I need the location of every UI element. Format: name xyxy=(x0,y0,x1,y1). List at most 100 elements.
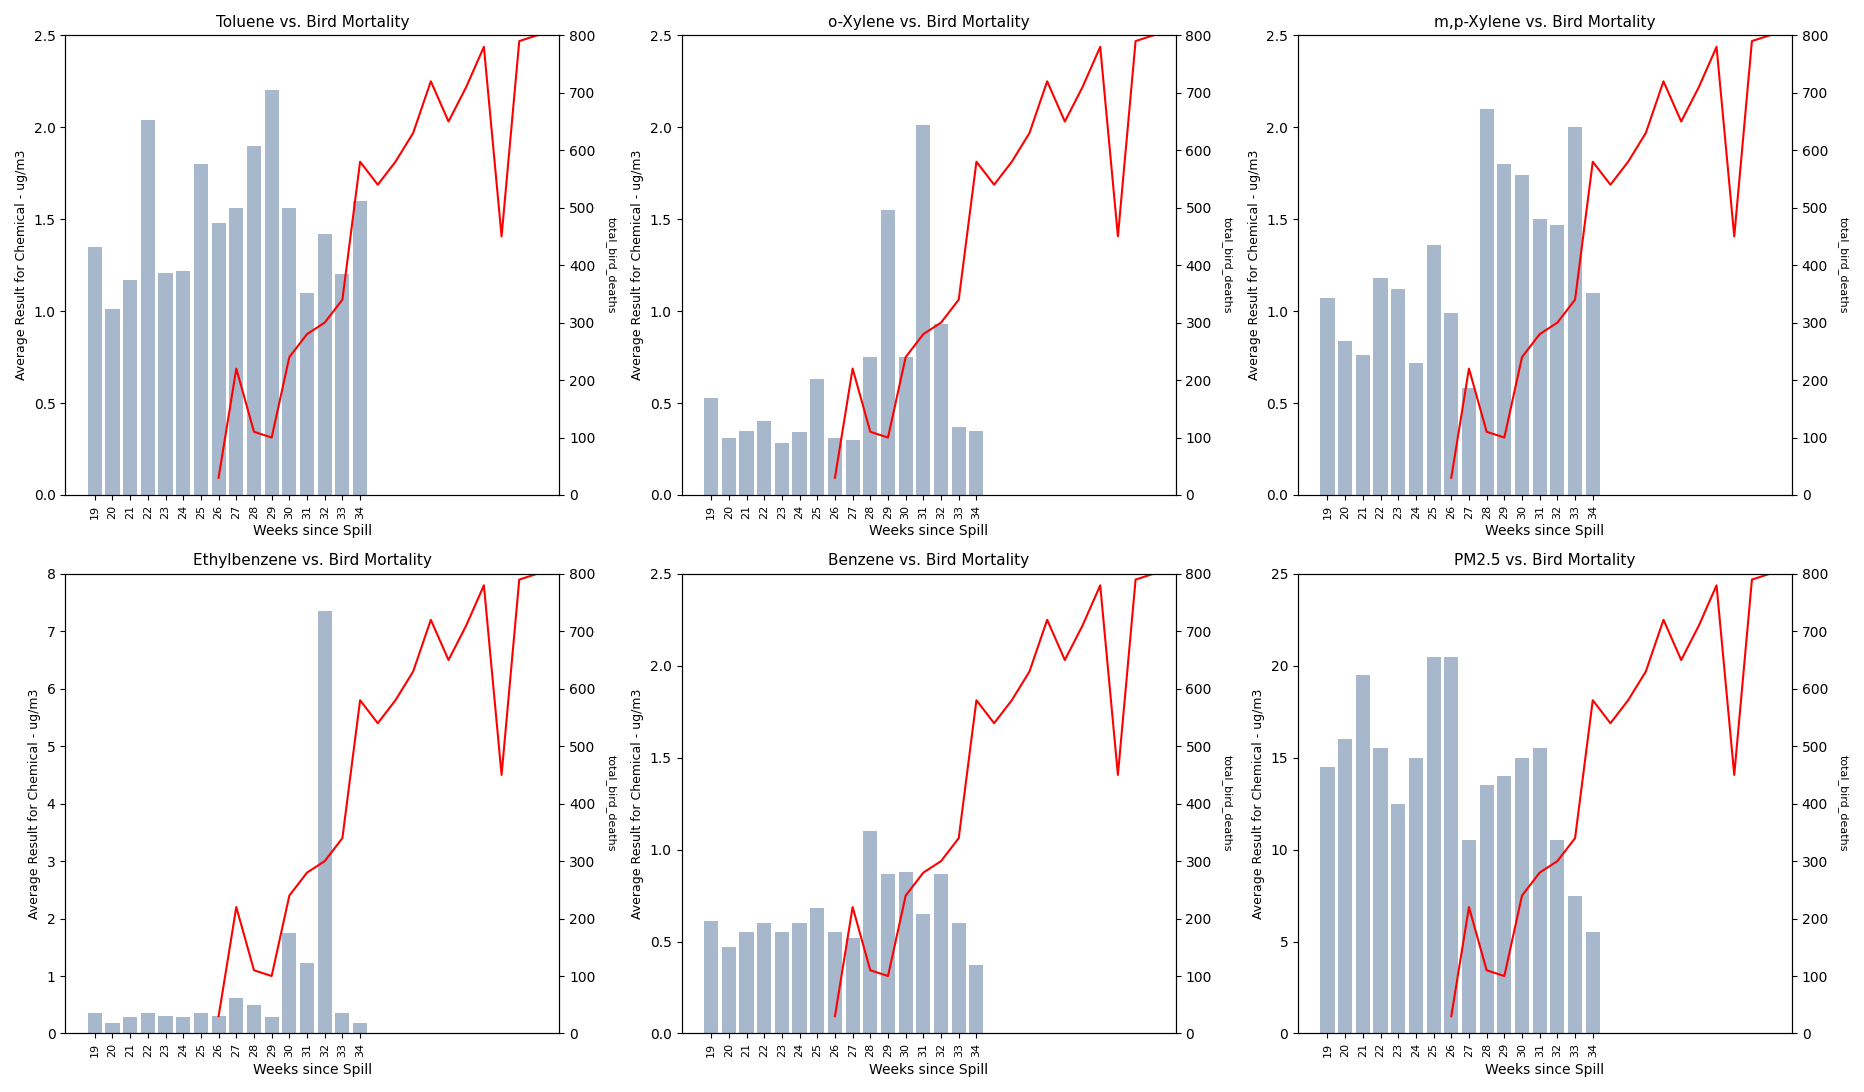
Bar xyxy=(229,998,244,1033)
Bar xyxy=(1391,289,1405,495)
Bar xyxy=(969,965,984,1033)
Bar xyxy=(1409,363,1422,495)
Bar xyxy=(740,430,753,495)
Bar xyxy=(88,247,103,495)
Bar xyxy=(229,209,244,495)
Y-axis label: Average Result for Chemical - ug/m3: Average Result for Chemical - ug/m3 xyxy=(1247,150,1260,380)
Bar xyxy=(1497,776,1512,1033)
Bar xyxy=(246,145,261,495)
Bar xyxy=(281,933,296,1033)
Bar xyxy=(336,1013,349,1033)
X-axis label: Weeks since Spill: Weeks since Spill xyxy=(869,1063,988,1077)
Bar xyxy=(898,357,913,495)
Bar xyxy=(1551,225,1564,495)
Bar xyxy=(1532,748,1547,1033)
Bar xyxy=(1480,109,1493,495)
Bar xyxy=(336,274,349,495)
Title: Toluene vs. Bird Mortality: Toluene vs. Bird Mortality xyxy=(216,15,408,29)
Y-axis label: Average Result for Chemical - ug/m3: Average Result for Chemical - ug/m3 xyxy=(1253,688,1266,918)
Bar xyxy=(775,443,788,495)
Bar xyxy=(917,126,930,495)
Y-axis label: Average Result for Chemical - ug/m3: Average Result for Chemical - ug/m3 xyxy=(28,688,41,918)
X-axis label: Weeks since Spill: Weeks since Spill xyxy=(254,1063,373,1077)
Bar xyxy=(1426,245,1441,495)
Bar xyxy=(177,271,190,495)
Bar xyxy=(917,914,930,1033)
Bar xyxy=(106,309,119,495)
Bar xyxy=(142,1013,155,1033)
Bar xyxy=(88,1013,103,1033)
Bar xyxy=(1320,298,1335,495)
Bar xyxy=(811,379,824,495)
Y-axis label: total_bird_deaths: total_bird_deaths xyxy=(1838,217,1849,313)
Bar xyxy=(934,874,949,1033)
Title: PM2.5 vs. Bird Mortality: PM2.5 vs. Bird Mortality xyxy=(1454,554,1637,569)
Bar xyxy=(1568,128,1583,495)
Bar xyxy=(158,1017,173,1033)
Bar xyxy=(211,223,226,495)
Bar xyxy=(194,164,209,495)
X-axis label: Weeks since Spill: Weeks since Spill xyxy=(1486,1063,1605,1077)
Title: m,p-Xylene vs. Bird Mortality: m,p-Xylene vs. Bird Mortality xyxy=(1433,15,1655,29)
Bar xyxy=(1461,389,1476,495)
Bar xyxy=(1391,804,1405,1033)
Bar xyxy=(1355,675,1370,1033)
Y-axis label: total_bird_deaths: total_bird_deaths xyxy=(1838,756,1849,852)
Bar xyxy=(1568,895,1583,1033)
Bar xyxy=(953,923,966,1033)
Bar xyxy=(1338,739,1351,1033)
Bar xyxy=(1480,785,1493,1033)
Bar xyxy=(828,933,843,1033)
Y-axis label: Average Result for Chemical - ug/m3: Average Result for Chemical - ug/m3 xyxy=(632,688,645,918)
X-axis label: Weeks since Spill: Weeks since Spill xyxy=(254,524,373,538)
Bar xyxy=(757,923,772,1033)
Bar xyxy=(300,963,315,1033)
Bar xyxy=(1445,313,1458,495)
Bar xyxy=(1586,293,1599,495)
Bar xyxy=(300,293,315,495)
Y-axis label: Average Result for Chemical - ug/m3: Average Result for Chemical - ug/m3 xyxy=(632,150,645,380)
Y-axis label: total_bird_deaths: total_bird_deaths xyxy=(1221,217,1232,313)
Title: o-Xylene vs. Bird Mortality: o-Xylene vs. Bird Mortality xyxy=(828,15,1029,29)
Bar xyxy=(721,438,736,495)
Bar xyxy=(1445,656,1458,1033)
Bar xyxy=(194,1013,209,1033)
Bar xyxy=(1426,656,1441,1033)
Y-axis label: total_bird_deaths: total_bird_deaths xyxy=(606,756,617,852)
Bar xyxy=(352,201,367,495)
Bar xyxy=(317,612,332,1033)
Bar xyxy=(317,234,332,495)
Bar xyxy=(352,1023,367,1033)
Bar xyxy=(1461,841,1476,1033)
Bar xyxy=(828,438,843,495)
X-axis label: Weeks since Spill: Weeks since Spill xyxy=(869,524,988,538)
Bar xyxy=(882,210,895,495)
Bar xyxy=(846,440,859,495)
Bar xyxy=(265,1018,280,1033)
Bar xyxy=(1374,278,1387,495)
Y-axis label: total_bird_deaths: total_bird_deaths xyxy=(1221,756,1232,852)
Bar xyxy=(1532,219,1547,495)
Bar xyxy=(792,923,807,1033)
Bar xyxy=(1515,758,1528,1033)
Bar xyxy=(1586,933,1599,1033)
Bar xyxy=(846,938,859,1033)
Bar xyxy=(934,324,949,495)
Bar xyxy=(106,1023,119,1033)
Bar xyxy=(705,922,718,1033)
Bar xyxy=(1515,175,1528,495)
Bar xyxy=(265,91,280,495)
Bar xyxy=(123,280,138,495)
Bar xyxy=(898,871,913,1033)
Bar xyxy=(863,831,878,1033)
Bar xyxy=(882,874,895,1033)
Bar xyxy=(740,933,753,1033)
Bar xyxy=(1374,748,1387,1033)
Bar xyxy=(721,947,736,1033)
Bar xyxy=(1338,341,1351,495)
Bar xyxy=(792,432,807,495)
Bar xyxy=(953,427,966,495)
Bar xyxy=(705,397,718,495)
Bar xyxy=(1551,841,1564,1033)
Y-axis label: total_bird_deaths: total_bird_deaths xyxy=(606,217,617,313)
